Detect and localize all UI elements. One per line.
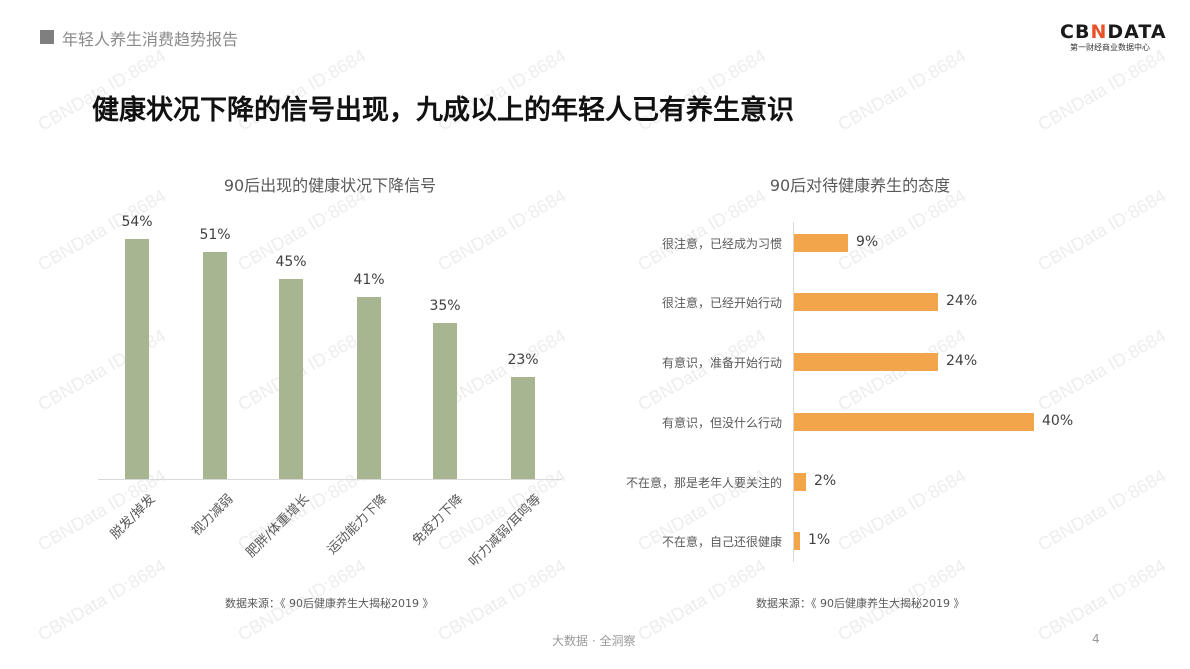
logo-text-suffix: DATA [1107, 21, 1167, 43]
bar [433, 323, 457, 479]
bar-value-label: 41% [353, 271, 385, 288]
bar [794, 353, 938, 371]
bar-value-label: 9% [856, 234, 879, 250]
category-label: 肥胖/体重增长 [243, 491, 313, 561]
watermark-text: CBNData ID:8684 [834, 185, 970, 275]
bar-value-label: 54% [121, 214, 153, 230]
section-marker-icon [40, 30, 54, 44]
watermark-text: CBNData ID:8684 [1034, 185, 1170, 275]
watermark-text: CBNData ID:8684 [834, 45, 970, 135]
watermark-text: CBNData ID:8684 [1034, 555, 1170, 645]
right-chart-title: 90后对待健康养生的态度 [769, 176, 951, 195]
bar [125, 239, 149, 479]
logo-text-prefix: CB [1060, 21, 1091, 43]
bar-value-label: 45% [275, 254, 307, 270]
category-label: 视力减弱 [189, 491, 237, 540]
watermark-text: CBNData ID:8684 [634, 185, 770, 275]
bar-value-label: 2% [814, 473, 837, 489]
bar-value-label: 23% [507, 351, 539, 368]
category-label: 听力减弱/耳鸣等 [466, 491, 545, 570]
bar [794, 473, 806, 491]
page-title: 健康状况下降的信号出现，九成以上的年轻人已有养生意识 [92, 95, 794, 126]
page-number: 4 [1092, 632, 1100, 646]
bar [203, 252, 227, 479]
left-chart-source: 数据来源：《 90后健康养生大揭秘2019 》 [225, 597, 434, 610]
category-label: 不在意，自己还很健康 [661, 535, 782, 549]
right-chart-axis [793, 222, 794, 562]
watermark-text: CBNData ID:8684 [434, 185, 570, 275]
watermark-text: CBNData ID:8684 [634, 555, 770, 645]
cbndata-logo: CBNDATA 第一财经商业数据中心 [1060, 21, 1166, 54]
bar [794, 234, 848, 252]
category-label: 不在意，那是老年人要关注的 [625, 476, 782, 490]
watermark-text: CBNData ID:8684 [1034, 325, 1170, 415]
bar [794, 293, 938, 311]
category-label: 有意识，但没什么行动 [661, 416, 782, 430]
watermark-text: CBNData ID:8684 [1034, 465, 1170, 555]
bar-value-label: 24% [946, 353, 978, 369]
watermark-text: CBNData ID:8684 [34, 185, 170, 275]
category-label: 有意识，准备开始行动 [661, 356, 782, 370]
bar-value-label: 35% [429, 298, 461, 315]
left-chart-baseline [98, 479, 562, 480]
bar-value-label: 24% [946, 293, 978, 309]
section-title: 年轻人养生消费趋势报告 [62, 30, 239, 49]
bar [357, 296, 381, 479]
bar [279, 279, 303, 479]
logo-text-accent: N [1090, 21, 1108, 43]
watermark-text: CBNData ID:8684 [834, 465, 970, 555]
category-label: 免疫力下降 [409, 491, 467, 549]
bar [794, 413, 1034, 431]
right-chart-source: 数据来源：《 90后健康养生大揭秘2019 》 [756, 597, 965, 610]
category-label: 脱发/掉发 [107, 491, 159, 543]
left-chart-title: 90后出现的健康状况下降信号 [223, 176, 437, 195]
bar-value-label: 40% [1042, 413, 1074, 429]
category-label: 运动能力下降 [324, 491, 391, 558]
watermark-text: CBNData ID:8684 [34, 325, 170, 415]
category-label: 很注意，已经开始行动 [661, 296, 782, 310]
footer-tagline: 大数据 · 全洞察 [552, 634, 636, 648]
bar [794, 532, 800, 550]
bar-value-label: 51% [199, 227, 231, 244]
category-label: 很注意，已经成为习惯 [661, 237, 782, 251]
bar [511, 376, 535, 479]
watermark-text: CBNData ID:8684 [1034, 45, 1170, 135]
logo-subtitle: 第一财经商业数据中心 [1070, 43, 1150, 52]
bar-value-label: 1% [808, 532, 831, 548]
